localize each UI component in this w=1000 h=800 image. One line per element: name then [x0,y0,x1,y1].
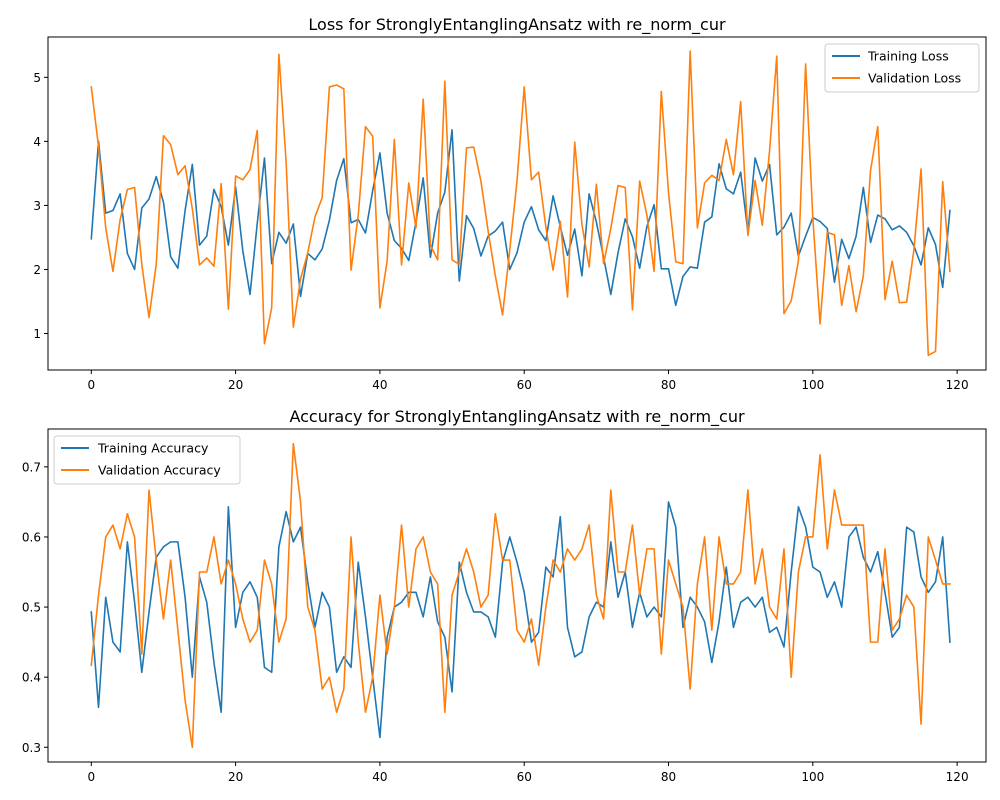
accuracy-x-tick-label: 80 [661,770,676,784]
accuracy-validation-line [90,442,951,749]
accuracy-x-tick-label: 20 [228,770,243,784]
accuracy-y-tick-label: 0.5 [22,601,41,615]
accuracy-y-axis-ticks: 0.3 0.4 0.5 0.6 0.7 [22,460,48,755]
accuracy-y-tick-label: 0.7 [22,460,41,474]
loss-legend: Training Loss Validation Loss [824,43,980,93]
loss-y-tick-label: 2 [33,263,41,277]
loss-plot-frame [47,36,987,371]
loss-y-tick-label: 3 [33,199,41,213]
loss-legend-box [824,43,980,93]
loss-y-axis-ticks: 1 2 3 4 5 [33,71,48,341]
loss-x-tick-label: 0 [87,378,95,392]
loss-chart-title: Loss for StronglyEntanglingAnsatz with r… [308,15,726,35]
loss-x-tick-label: 20 [228,378,243,392]
accuracy-legend-label-validation: Validation Accuracy [98,463,221,478]
accuracy-legend: Training Accuracy Validation Accuracy [53,435,241,485]
loss-y-tick-label: 5 [33,71,41,85]
accuracy-chart: Accuracy for StronglyEntanglingAnsatz wi… [22,407,987,784]
loss-legend-label-training: Training Loss [867,49,949,64]
accuracy-series-lines [90,442,951,749]
accuracy-legend-box [53,435,241,485]
accuracy-y-tick-label: 0.3 [22,741,41,755]
loss-x-tick-label: 80 [661,378,676,392]
loss-x-tick-label: 40 [372,378,387,392]
accuracy-x-tick-label: 100 [801,770,824,784]
accuracy-x-tick-label: 60 [517,770,532,784]
accuracy-x-tick-label: 120 [946,770,969,784]
loss-y-tick-label: 4 [33,135,41,149]
loss-validation-line [90,50,951,357]
accuracy-x-tick-label: 0 [87,770,95,784]
accuracy-training-line [90,501,951,739]
loss-x-tick-label: 120 [946,378,969,392]
loss-series-lines [90,50,951,357]
loss-chart: Loss for StronglyEntanglingAnsatz with r… [33,15,987,392]
accuracy-chart-title: Accuracy for StronglyEntanglingAnsatz wi… [289,407,745,427]
accuracy-x-axis-ticks: 0 20 40 60 80 100 120 [87,762,969,784]
loss-x-tick-label: 60 [517,378,532,392]
loss-y-tick-label: 1 [33,327,41,341]
accuracy-x-tick-label: 40 [372,770,387,784]
loss-legend-label-validation: Validation Loss [868,71,961,86]
accuracy-legend-label-training: Training Accuracy [97,441,209,456]
accuracy-plot-frame [47,428,987,763]
loss-training-line [90,129,951,307]
loss-x-axis-ticks: 0 20 40 60 80 100 120 [87,370,969,392]
loss-x-tick-label: 100 [801,378,824,392]
accuracy-y-tick-label: 0.4 [22,671,41,685]
accuracy-y-tick-label: 0.6 [22,530,41,544]
